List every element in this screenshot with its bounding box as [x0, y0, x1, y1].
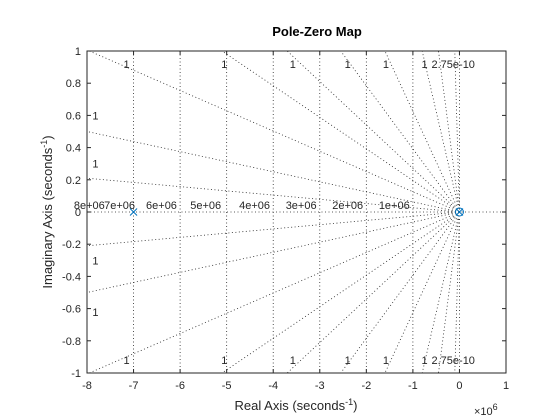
damping-grid-label: 1: [221, 59, 227, 71]
x-tick-label: -4: [268, 380, 278, 392]
y-axis-title: Imaginary Axis (seconds-1): [39, 135, 55, 288]
frequency-grid-label: 6e+06: [146, 200, 177, 212]
damping-grid-label: 1: [290, 355, 296, 367]
frequency-grid-label: 7e+06: [104, 200, 135, 212]
damping-grid-line: [384, 50, 460, 213]
damping-grid-label: 1: [383, 59, 389, 71]
damping-grid-line: [86, 177, 460, 213]
x-tick-label: -3: [315, 380, 325, 392]
damping-grid-label: 1: [92, 110, 98, 122]
damping-grid-label: 1: [345, 59, 351, 71]
damping-grid-label: 1: [92, 159, 98, 171]
frequency-grid-label: 4e+06: [239, 200, 270, 212]
x-axis-title-superscript: -1: [345, 397, 353, 407]
damping-grid-line: [86, 131, 460, 213]
y-tick-label: 0.8: [66, 78, 81, 90]
damping-grid-label: 1: [92, 255, 98, 267]
x-axis-title: Real Axis (seconds-1): [235, 397, 358, 413]
x-axis-exponent-base: ×10: [474, 406, 493, 418]
x-axis-exponent-power: 6: [493, 402, 498, 412]
y-axis-title-text: Imaginary Axis (seconds: [40, 147, 55, 288]
damping-grid-label: 1: [92, 307, 98, 319]
x-tick-label: -6: [175, 380, 185, 392]
y-axis-title-end: ): [40, 135, 55, 139]
frequency-grid-label: 3e+06: [286, 200, 317, 212]
damping-grid-line: [86, 211, 460, 247]
x-tick-label: -5: [222, 380, 232, 392]
x-tick-label: -8: [82, 380, 92, 392]
grid-layer: [86, 50, 506, 374]
damping-grid-label: 1: [421, 59, 427, 71]
frequency-grid-label: 8e+06: [74, 200, 105, 212]
damping-grid-label: 1: [124, 59, 130, 71]
damping-grid-line: [438, 50, 460, 213]
frequency-grid-label: 5e+06: [190, 200, 221, 212]
damping-grid-label: 1: [290, 59, 296, 71]
y-tick-label: -0.2: [62, 239, 81, 251]
frequency-grid-label: 1e+06: [379, 200, 410, 212]
y-tick-label: -0.4: [62, 271, 81, 283]
x-axis-title-text: Real Axis (seconds: [235, 398, 346, 413]
damping-grid-line: [454, 50, 460, 213]
pole-marker-stroke: [129, 208, 138, 216]
y-axis-title-superscript: -1: [39, 140, 49, 148]
chart-title: Pole-Zero Map: [272, 24, 362, 39]
pole-marker-stroke: [455, 208, 464, 216]
y-tick-label: -0.6: [62, 304, 81, 316]
x-tick-label: -7: [129, 380, 139, 392]
y-tick-label: 0.4: [66, 143, 81, 155]
damping-grid-label: 1: [383, 355, 389, 367]
damping-grid-label: 2.75e-10: [432, 355, 475, 367]
x-tick-label: -1: [408, 380, 418, 392]
y-tick-label: 0.2: [66, 175, 81, 187]
y-tick-label: 0: [75, 207, 81, 219]
damping-grid-label: 2.75e-10: [432, 59, 475, 71]
plot-area[interactable]: [87, 51, 506, 373]
pole-marker: [129, 208, 138, 216]
x-axis-title-end: ): [353, 398, 357, 413]
marker-layer: [129, 207, 464, 217]
damping-grid-label: 1: [124, 355, 130, 367]
x-tick-label: 1: [503, 380, 509, 392]
damping-grid-line: [454, 211, 460, 374]
damping-grid-line: [384, 211, 460, 374]
damping-grid-line: [286, 211, 460, 374]
y-tick-label: -0.8: [62, 336, 81, 348]
x-tick-label: -2: [361, 380, 371, 392]
zero-marker: [454, 207, 464, 217]
tick-layer: -8 -7 -6 -5 -4 -3 -2 -1 0 1 -1 -0.8 -0.6 -0.4 -0.2 0 0.2…: [62, 46, 509, 392]
y-tick-label: 0.6: [66, 110, 81, 122]
damping-grid-line: [89, 211, 460, 374]
x-axis-exponent: ×106: [474, 402, 498, 418]
plot-frame: [86, 50, 507, 374]
damping-grid-line: [438, 211, 460, 374]
damping-grid-label: 1: [421, 355, 427, 367]
y-tick-label: 1: [75, 46, 81, 58]
damping-grid-line: [89, 50, 460, 213]
frequency-grid-label: 2e+06: [332, 200, 363, 212]
x-tick-label: 0: [456, 380, 462, 392]
grid-label-layer: 8e+06 7e+06 6e+06 5e+06 4e+06 3e+06 2e+06 1e+06…: [74, 59, 475, 367]
pole-marker: [455, 208, 464, 216]
damping-grid-line: [86, 211, 460, 293]
damping-grid-line: [286, 50, 460, 213]
y-tick-label: -1: [71, 368, 81, 380]
damping-grid-label: 1: [345, 355, 351, 367]
damping-grid-label: 1: [221, 355, 227, 367]
